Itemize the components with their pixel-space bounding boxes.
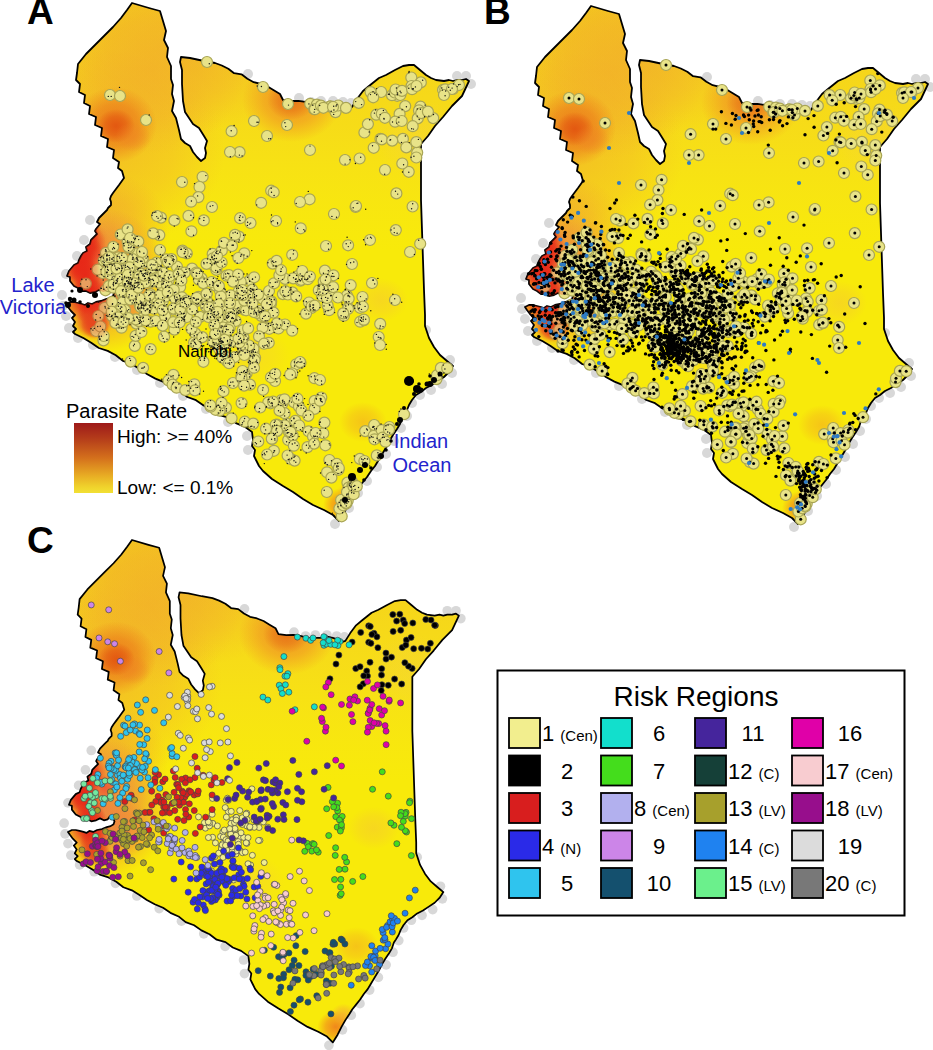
svg-text:6: 6 xyxy=(653,721,665,746)
svg-text:Low: <= 0.1%: Low: <= 0.1% xyxy=(117,477,233,498)
svg-text:Risk Regions: Risk Regions xyxy=(614,681,779,712)
svg-text:Lake: Lake xyxy=(11,274,54,296)
svg-text:Victoria: Victoria xyxy=(0,296,67,318)
svg-text:19: 19 xyxy=(838,834,862,859)
svg-text:Nairobi: Nairobi xyxy=(178,342,232,361)
svg-text:B: B xyxy=(484,0,511,32)
svg-text:16: 16 xyxy=(838,721,862,746)
svg-text:7: 7 xyxy=(653,759,665,784)
svg-text:Ocean: Ocean xyxy=(393,454,452,476)
svg-text:C: C xyxy=(27,520,54,561)
svg-text:High: >= 40%: High: >= 40% xyxy=(117,426,232,447)
svg-text:Indian: Indian xyxy=(394,430,449,452)
svg-text:3: 3 xyxy=(561,796,573,821)
svg-text:A: A xyxy=(27,0,54,32)
svg-text:10: 10 xyxy=(647,871,671,896)
svg-text:5: 5 xyxy=(561,871,573,896)
svg-text:11: 11 xyxy=(742,721,765,746)
svg-text:Parasite Rate: Parasite Rate xyxy=(66,400,187,422)
svg-text:9: 9 xyxy=(653,834,665,859)
svg-text:2: 2 xyxy=(561,759,573,784)
